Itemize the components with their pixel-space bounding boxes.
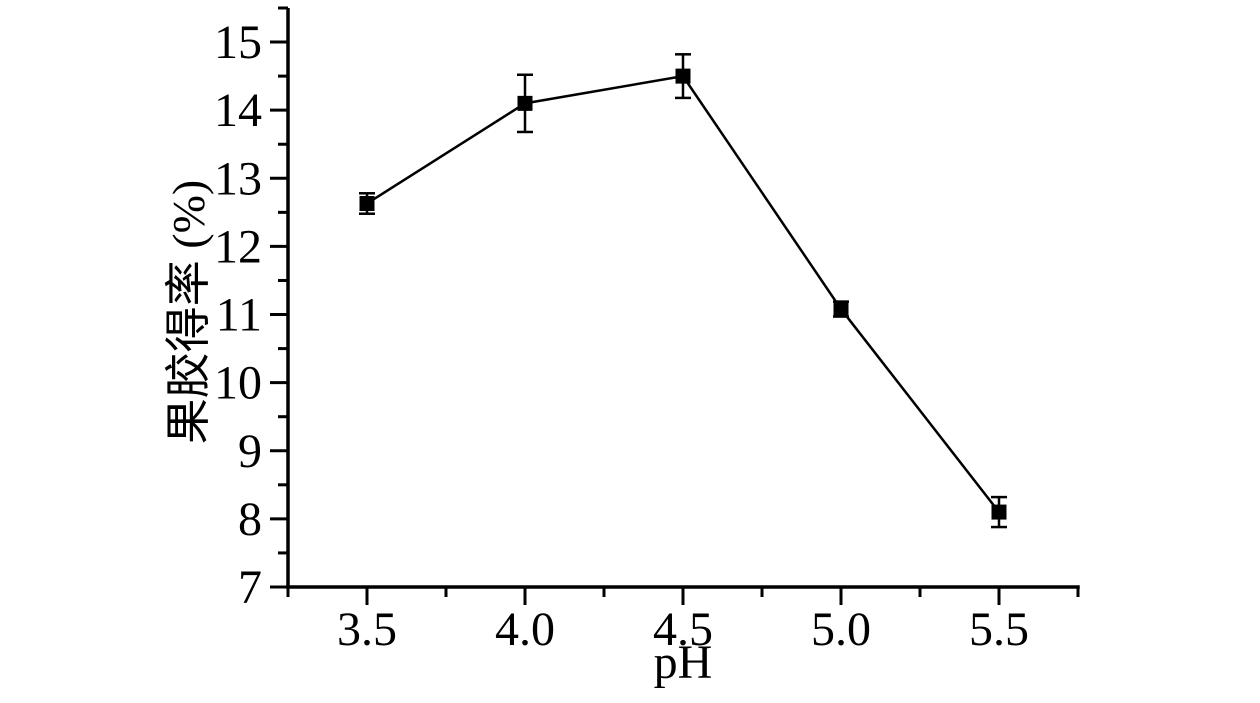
y-tick-label: 10 bbox=[214, 357, 262, 410]
data-point-marker bbox=[833, 301, 849, 317]
y-tick-label: 9 bbox=[238, 425, 262, 478]
plot-area: 3.5 4.0 4.5 5.0 5.5 7 8 9 10 11 12 13 14 15 bbox=[214, 6, 1080, 656]
x-tick-label: 4.0 bbox=[495, 603, 555, 656]
data-point-marker bbox=[517, 95, 533, 111]
x-tick-label: 5.5 bbox=[969, 603, 1029, 656]
x-axis-label: pH bbox=[654, 636, 713, 689]
series-line bbox=[366, 74, 1000, 513]
data-point-marker bbox=[991, 504, 1007, 520]
x-tick-label: 5.0 bbox=[811, 603, 871, 656]
x-tick-label: 3.5 bbox=[337, 603, 397, 656]
data-point-marker bbox=[675, 68, 691, 84]
y-tick-label: 7 bbox=[238, 561, 262, 614]
data-point-marker bbox=[359, 195, 375, 211]
y-tick-label: 15 bbox=[214, 16, 262, 69]
y-tick-label: 14 bbox=[214, 84, 262, 137]
y-tick-label: 8 bbox=[238, 493, 262, 546]
y-axis-label: 果胶得率 (%) bbox=[163, 180, 214, 444]
x-tick-label: 4.5 bbox=[653, 603, 713, 656]
y-tick-label: 12 bbox=[214, 220, 262, 273]
y-tick-label: 11 bbox=[216, 289, 262, 342]
y-tick-label: 13 bbox=[214, 152, 262, 205]
